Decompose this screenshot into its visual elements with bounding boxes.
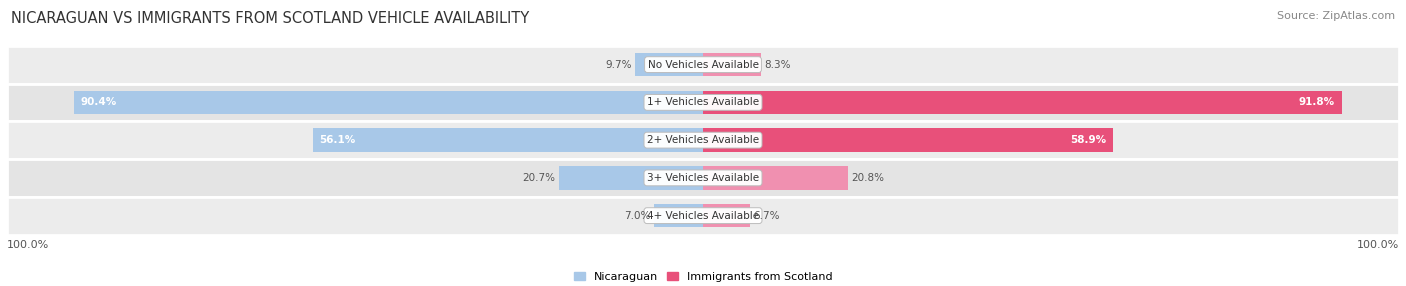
Text: 20.8%: 20.8% — [851, 173, 884, 183]
Text: 8.3%: 8.3% — [765, 60, 790, 69]
Text: 90.4%: 90.4% — [80, 98, 117, 107]
Text: 20.7%: 20.7% — [523, 173, 555, 183]
Text: 56.1%: 56.1% — [319, 135, 356, 145]
Bar — [560, 166, 703, 190]
Legend: Nicaraguan, Immigrants from Scotland: Nicaraguan, Immigrants from Scotland — [574, 272, 832, 282]
Text: Source: ZipAtlas.com: Source: ZipAtlas.com — [1277, 11, 1395, 21]
Text: No Vehicles Available: No Vehicles Available — [648, 60, 758, 69]
Bar — [312, 128, 703, 152]
Bar — [75, 91, 703, 114]
Text: 7.0%: 7.0% — [624, 211, 651, 221]
Bar — [654, 204, 703, 227]
Text: 9.7%: 9.7% — [606, 60, 633, 69]
Text: 100.0%: 100.0% — [7, 240, 49, 250]
Bar — [703, 166, 848, 190]
Text: 3+ Vehicles Available: 3+ Vehicles Available — [647, 173, 759, 183]
Bar — [636, 53, 703, 76]
Text: NICARAGUAN VS IMMIGRANTS FROM SCOTLAND VEHICLE AVAILABILITY: NICARAGUAN VS IMMIGRANTS FROM SCOTLAND V… — [11, 11, 530, 26]
Text: 100.0%: 100.0% — [1357, 240, 1399, 250]
Text: 1+ Vehicles Available: 1+ Vehicles Available — [647, 98, 759, 107]
Bar — [703, 53, 761, 76]
Bar — [703, 128, 1114, 152]
Bar — [7, 159, 1399, 197]
Text: 6.7%: 6.7% — [754, 211, 779, 221]
Text: 58.9%: 58.9% — [1070, 135, 1107, 145]
Text: 4+ Vehicles Available: 4+ Vehicles Available — [647, 211, 759, 221]
Text: 2+ Vehicles Available: 2+ Vehicles Available — [647, 135, 759, 145]
Bar — [703, 204, 749, 227]
Bar — [7, 84, 1399, 121]
Bar — [7, 197, 1399, 235]
Bar — [7, 46, 1399, 84]
Text: 91.8%: 91.8% — [1299, 98, 1334, 107]
Bar — [703, 91, 1341, 114]
Bar — [7, 121, 1399, 159]
